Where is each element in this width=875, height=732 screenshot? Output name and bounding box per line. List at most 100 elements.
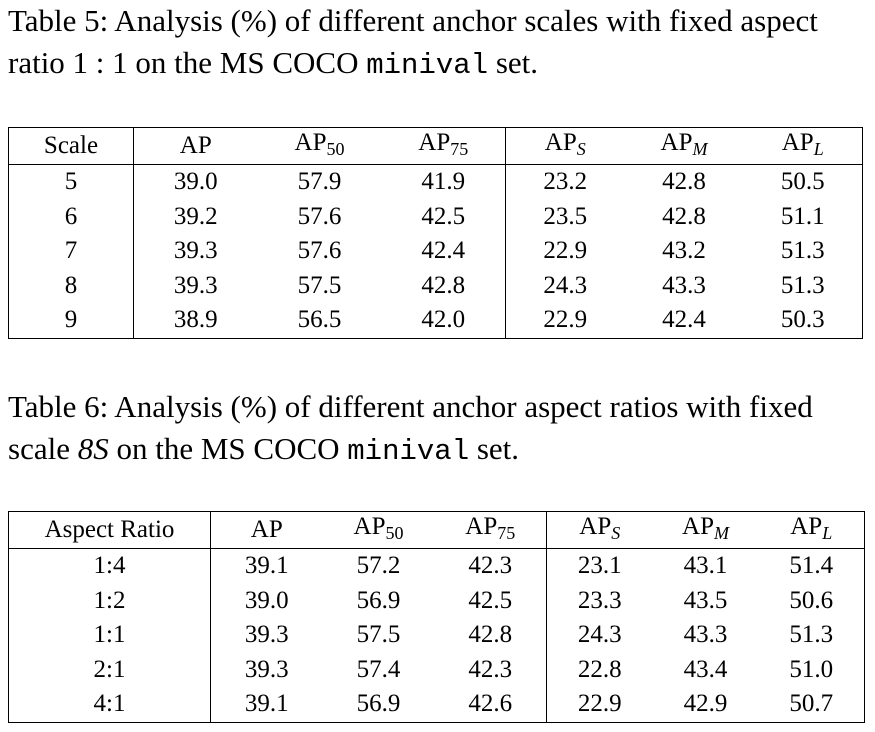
- table-header: Aspect Ratio AP AP50 AP75 APS APM APL: [8, 511, 865, 549]
- cell: 51.1: [780, 202, 825, 230]
- header-subscript: M: [713, 523, 729, 543]
- header-subscript: L: [813, 139, 824, 159]
- cell: 42.8: [662, 168, 706, 196]
- cell: 57.9: [297, 168, 342, 196]
- cell: 50.5: [780, 168, 825, 196]
- cell: 6: [8, 199, 134, 234]
- cell: 39.1: [244, 690, 289, 718]
- header-text: AP: [250, 516, 283, 543]
- row: 2:1 39.3 57.4 42.3 22.8 43.4 51.0: [8, 652, 865, 687]
- row: 1:1 39.3 57.5 42.8 24.3 43.3 51.3: [8, 618, 865, 653]
- cell: 57.5: [356, 621, 401, 649]
- caption-text: set.: [488, 45, 538, 80]
- cell: 42.4: [662, 306, 706, 334]
- header-cell: AP50: [322, 511, 435, 549]
- cell: 39.3: [173, 271, 218, 299]
- cell: 23.1: [577, 552, 622, 580]
- cell: 39.1: [244, 552, 289, 580]
- cell: 42.5: [434, 583, 547, 618]
- table-body: 1:4 39.1 57.2 42.3 23.1 43.1 51.4 1:2 39.0 56.9 42…: [8, 548, 865, 722]
- cell: 43.2: [662, 237, 706, 265]
- caption-text: on the MS COCO: [108, 431, 348, 466]
- cell: 57.2: [356, 552, 401, 580]
- caption-code: minival: [366, 49, 489, 82]
- cell: 42.3: [434, 652, 547, 687]
- cell: 22.9: [543, 306, 588, 334]
- header-subscript: 50: [385, 523, 404, 543]
- header-row: Aspect Ratio AP AP50 AP75 APS APM APL: [8, 511, 865, 549]
- cell: 39.3: [244, 621, 289, 649]
- header-text: AP: [781, 129, 814, 156]
- row: 6 39.2 57.6 42.5 23.5 42.8 51.1: [8, 199, 863, 234]
- cell: 1:4: [8, 548, 211, 584]
- cell: 42.4: [381, 234, 506, 269]
- cell: 43.5: [683, 586, 728, 614]
- cell: 57.6: [297, 237, 342, 265]
- cell: 51.3: [780, 271, 825, 299]
- table-header: Scale AP AP50 AP75 APS APM APL: [8, 127, 863, 165]
- cell: 51.3: [780, 237, 825, 265]
- header-subscript: M: [692, 139, 708, 159]
- caption: Table 5: Analysis (%) of different ancho…: [8, 0, 874, 87]
- header-text: AP: [579, 513, 612, 540]
- header-cell: APM: [624, 127, 744, 165]
- table: Aspect Ratio AP AP50 AP75 APS APM APL 1:4 39.1 57…: [8, 511, 865, 723]
- cell: 50.3: [780, 306, 825, 334]
- cell: 43.3: [683, 621, 728, 649]
- header-cell: AP50: [257, 127, 382, 165]
- header-cell: AP: [210, 511, 323, 549]
- cell: 57.6: [297, 202, 342, 230]
- cell: 56.9: [356, 690, 401, 718]
- cell: 22.9: [543, 237, 588, 265]
- header-cell: AP75: [434, 511, 547, 549]
- caption: Table 6: Analysis (%) of different ancho…: [8, 386, 874, 473]
- cell: 39.3: [173, 237, 218, 265]
- header-text: Aspect Ratio: [44, 516, 175, 543]
- header-row: Scale AP AP50 AP75 APS APM APL: [8, 127, 863, 165]
- cell: 51.4: [789, 552, 834, 580]
- cell: 7: [8, 234, 134, 269]
- caption-text: Table 6: Analysis (%) of different ancho…: [8, 389, 813, 466]
- header-text: AP: [660, 129, 693, 156]
- header-text: AP: [353, 513, 386, 540]
- header-subscript: L: [822, 523, 833, 543]
- cell: 1:1: [8, 618, 211, 653]
- cell: 42.3: [434, 548, 547, 584]
- cell: 38.9: [173, 306, 218, 334]
- header-subscript: 50: [326, 139, 345, 159]
- row: 8 39.3 57.5 42.8 24.3 43.3 51.3: [8, 268, 863, 303]
- header-text: AP: [790, 513, 823, 540]
- cell: 1:2: [8, 583, 211, 618]
- cell: 43.4: [683, 655, 728, 683]
- header-cell: APS: [505, 127, 625, 165]
- row: 1:2 39.0 56.9 42.5 23.3 43.5 50.6: [8, 583, 865, 618]
- cell: 42.6: [434, 687, 547, 722]
- cell: 24.3: [577, 621, 622, 649]
- cell: 4:1: [8, 687, 211, 722]
- cell: 22.9: [577, 690, 622, 718]
- cell: 8: [8, 268, 134, 303]
- header-text: Scale: [43, 132, 99, 159]
- cell: 5: [8, 164, 134, 200]
- caption-text: set.: [469, 431, 520, 466]
- cell: 39.2: [173, 202, 218, 230]
- caption-code: minival: [347, 435, 470, 468]
- cell: 39.0: [173, 168, 218, 196]
- cell: 23.3: [577, 586, 622, 614]
- header-text: AP: [465, 513, 498, 540]
- cell: 42.0: [381, 303, 506, 338]
- cell: 51.3: [789, 621, 834, 649]
- cell: 2:1: [8, 652, 211, 687]
- header-text: AP: [294, 129, 327, 156]
- cell: 56.9: [356, 586, 401, 614]
- cell: 50.7: [789, 690, 834, 718]
- cell: 9: [8, 303, 134, 338]
- header-text: AP: [682, 513, 714, 540]
- cell: 42.8: [662, 202, 706, 230]
- table-body: 5 39.0 57.9 41.9 23.2 42.8 50.5 6 39.2 57.6 42.5 23…: [8, 164, 863, 338]
- cell: 42.9: [683, 690, 728, 718]
- cell: 24.3: [543, 271, 588, 299]
- header-subscript: S: [611, 523, 621, 543]
- caption-text: Table 5: Analysis (%) of different ancho…: [8, 3, 818, 80]
